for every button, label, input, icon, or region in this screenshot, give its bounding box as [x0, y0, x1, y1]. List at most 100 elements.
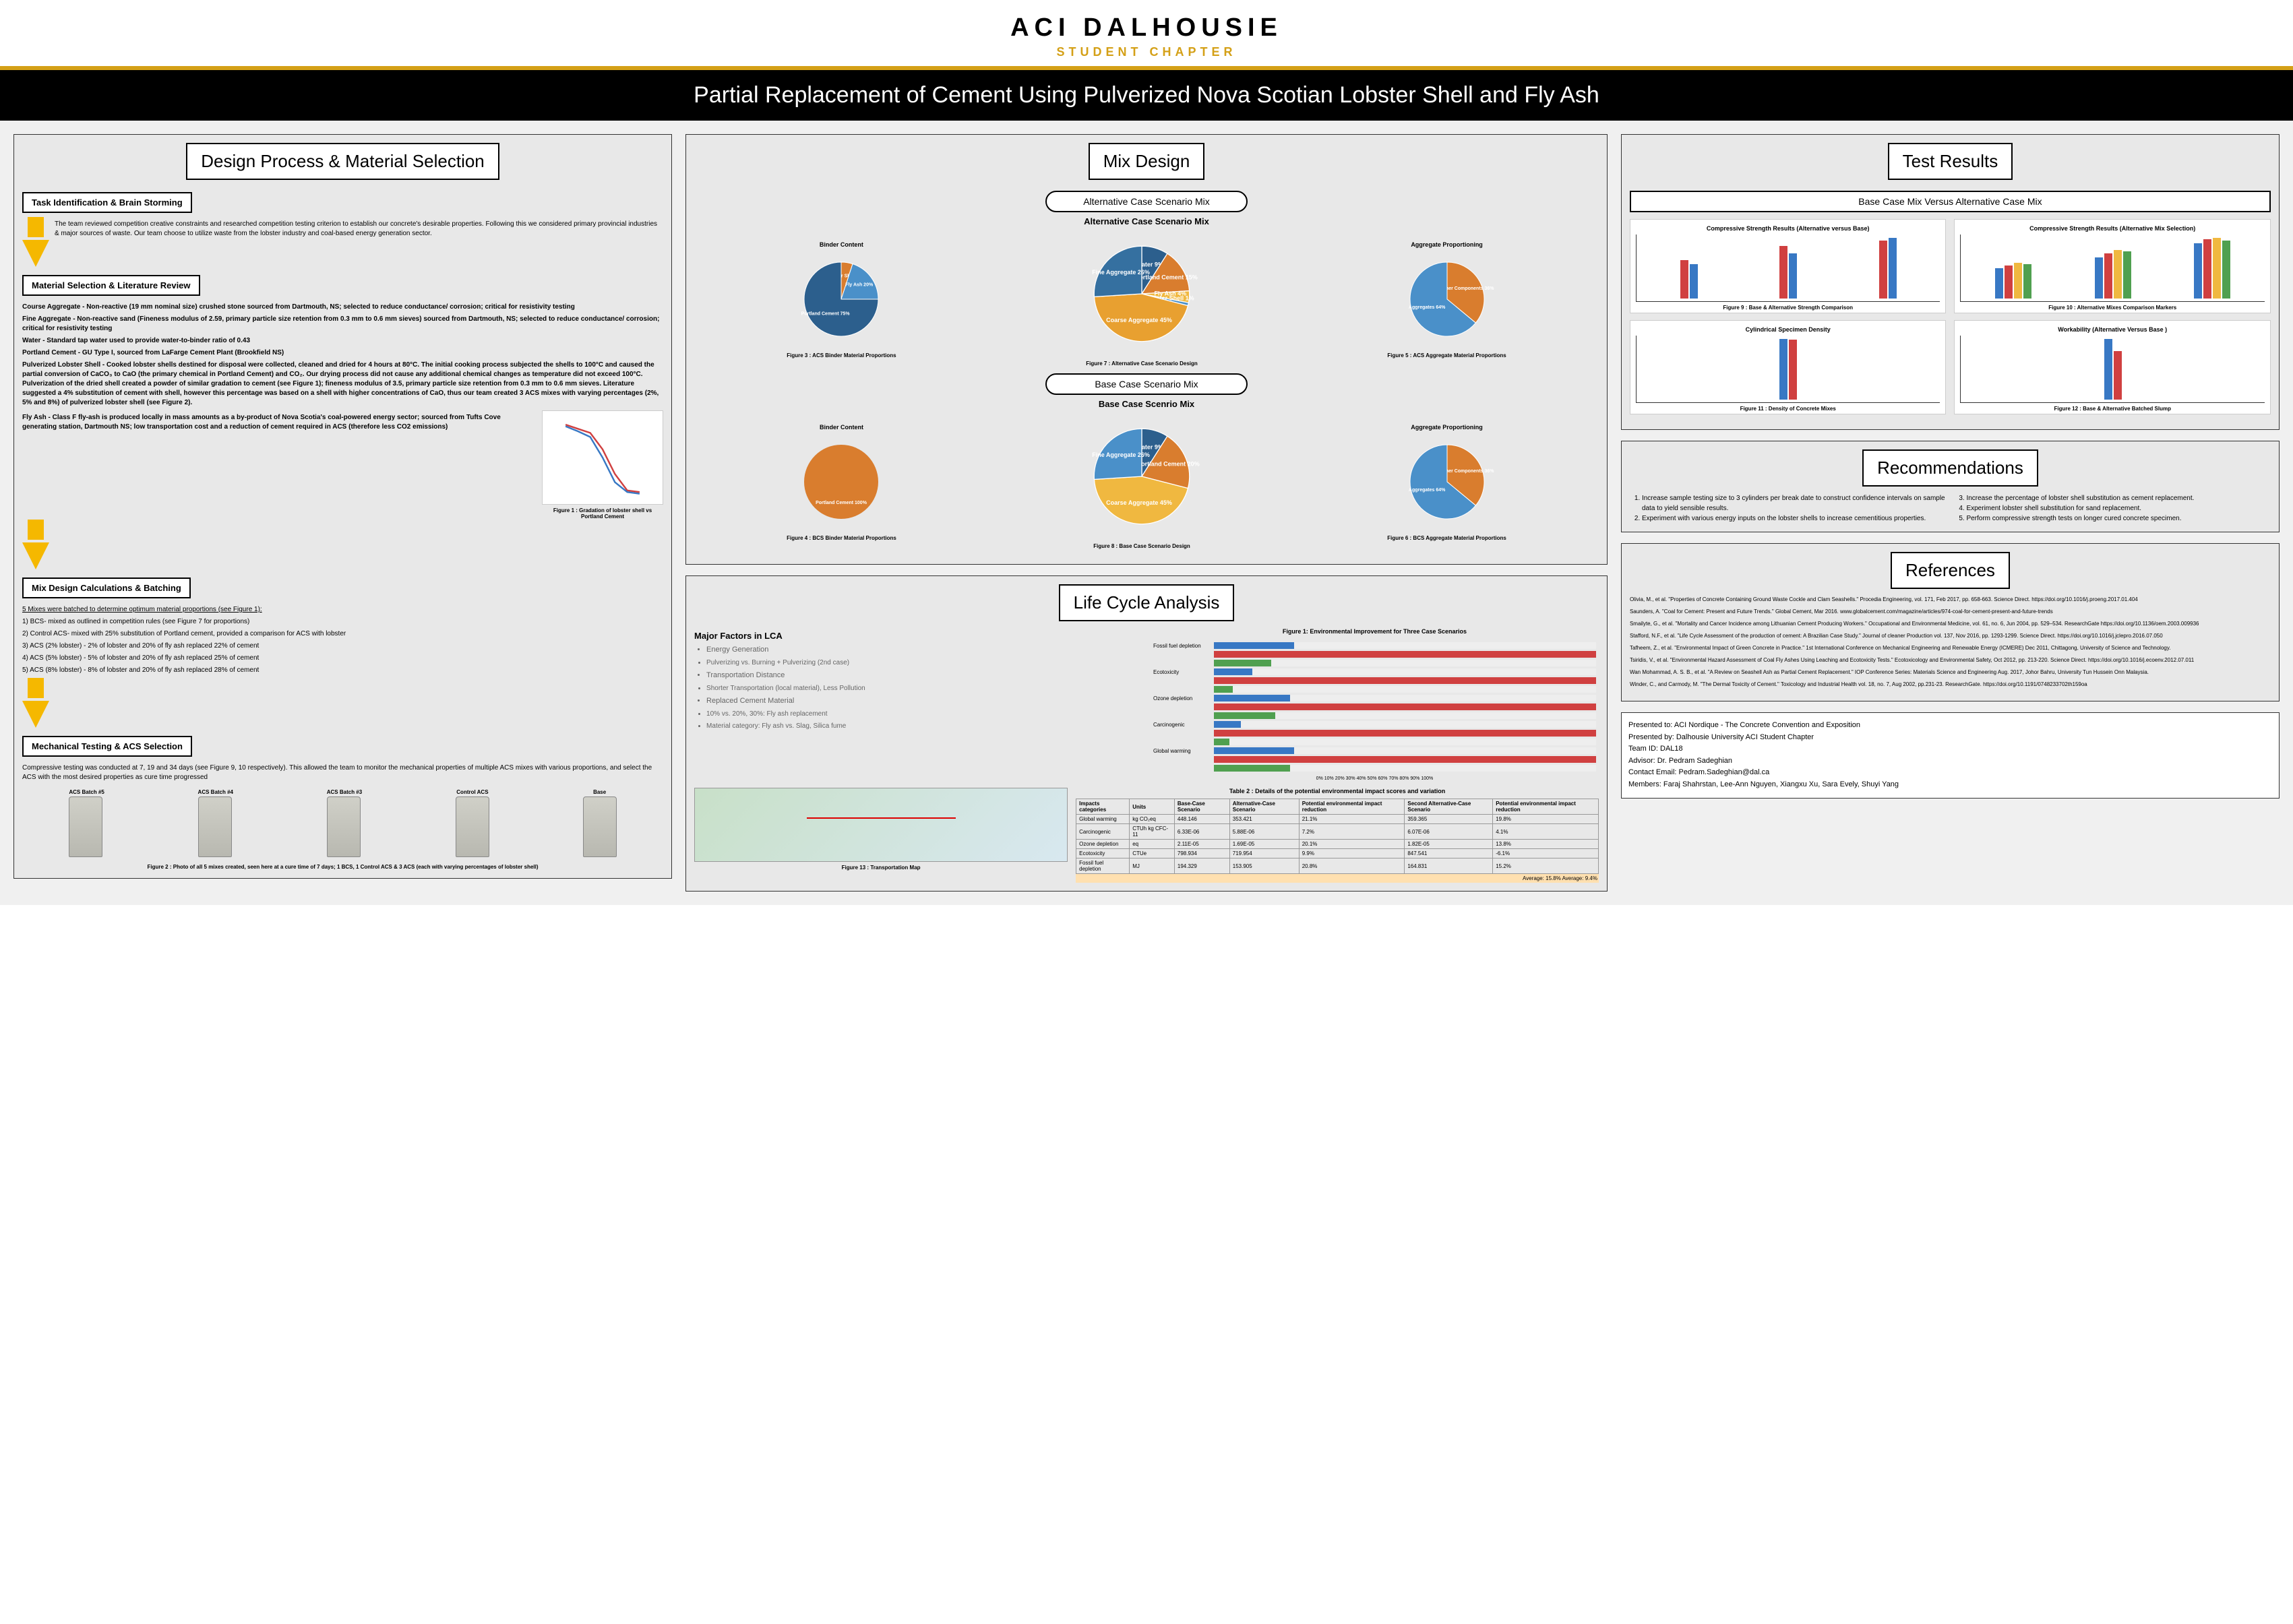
- lobster-text: Pulverized Lobster Shell - Cooked lobste…: [22, 361, 663, 408]
- svg-text:Portland Cement 100%: Portland Cement 100%: [816, 501, 868, 505]
- fig7: Figure 7 : Alternative Case Scenario Des…: [1081, 361, 1202, 367]
- mixdesign-title: Mix Design: [1089, 143, 1205, 180]
- references-panel: References Olivia, M., et al. "Propertie…: [1621, 543, 2280, 701]
- arrow-icon: [22, 678, 663, 728]
- agg-label2: Aggregate Proportioning: [1387, 424, 1506, 431]
- team-id: Team ID: DAL18: [1628, 743, 2272, 755]
- multi-chart: Compressive Strength Results (Alternativ…: [1954, 219, 2271, 313]
- bcs-binder-pie: Portland Cement 100%: [794, 435, 888, 529]
- svg-text:Fly Ash 20%: Fly Ash 20%: [846, 283, 874, 288]
- arrow-icon: [22, 217, 49, 270]
- contact-email: Contact Email: Pedram.Sadeghian@dal.ca: [1628, 767, 2272, 779]
- cylinder-icon: [456, 797, 489, 857]
- water-text: Water - Standard tap water used to provi…: [22, 336, 663, 346]
- svg-text:Other Components 36%: Other Components 36%: [1440, 469, 1494, 474]
- svg-text:Portland Cement 20%: Portland Cement 20%: [1137, 460, 1200, 467]
- slump-chart: Workability (Alternative Versus Base ) F…: [1954, 320, 2271, 414]
- material-header: Material Selection & Literature Review: [22, 275, 200, 296]
- flyash-text: Fly Ash - Class F fly-ash is produced lo…: [22, 413, 537, 432]
- fig5: Figure 5 : ACS Aggregate Material Propor…: [1387, 352, 1506, 358]
- svg-text:Portland Cement 75%: Portland Cement 75%: [801, 311, 851, 316]
- footer-box: Presented to: ACI Nordique - The Concret…: [1621, 712, 2280, 799]
- acs-pie-row: Binder Content Lobster Shell 5%Fly Ash 2…: [694, 233, 1599, 367]
- presented-to: Presented to: ACI Nordique - The Concret…: [1628, 720, 2272, 732]
- bcs-subtitle: Base Case Scenario Mix: [1045, 373, 1248, 395]
- lca-factors: Major Factors in LCA Energy Generation P…: [694, 628, 1142, 781]
- mech-text: Compressive testing was conducted at 7, …: [22, 763, 663, 782]
- ref-list: Olivia, M., et al. "Properties of Concre…: [1630, 596, 2271, 689]
- agg-label: Aggregate Proportioning: [1387, 241, 1506, 248]
- left-column: Design Process & Material Selection Task…: [13, 134, 672, 892]
- lca-panel: Life Cycle Analysis Major Factors in LCA…: [685, 575, 1608, 892]
- lca-hbar-chart: Figure 1: Environmental Improvement for …: [1151, 628, 1599, 781]
- presented-by: Presented by: Dalhousie University ACI S…: [1628, 732, 2272, 744]
- results-title: Test Results: [1888, 143, 2013, 180]
- org-subtitle: STUDENT CHAPTER: [0, 45, 2293, 59]
- design-title: Design Process & Material Selection: [186, 143, 499, 180]
- rec-title: Recommendations: [1862, 449, 2038, 487]
- mixdesign-panel: Mix Design Alternative Case Scenario Mix…: [685, 134, 1608, 565]
- acs-agg-pie: Other Components 36% Aggregates 64%: [1400, 252, 1494, 346]
- fig2-label: Figure 2 : Photo of all 5 mixes created,…: [22, 864, 663, 870]
- svg-text:Aggregates 64%: Aggregates 64%: [1408, 488, 1445, 493]
- rec-list: Increase sample testing size to 3 cylind…: [1630, 493, 1947, 524]
- acs-binder-pie: Lobster Shell 5%Fly Ash 20%Portland Ceme…: [794, 252, 888, 346]
- arrow-icon: [22, 520, 663, 569]
- org-title: ACI DALHOUSIE: [0, 13, 2293, 42]
- lca-title: Life Cycle Analysis: [1059, 584, 1235, 621]
- header: ACI DALHOUSIE STUDENT CHAPTER: [0, 0, 2293, 66]
- fig6: Figure 6 : BCS Aggregate Material Propor…: [1387, 535, 1506, 541]
- mix-intro: 5 Mixes were batched to determine optimu…: [22, 605, 663, 615]
- svg-text:Coarse Aggregate 45%: Coarse Aggregate 45%: [1106, 499, 1172, 506]
- cylinder-photos: ACS Batch #5 ACS Batch #4 ACS Batch #3 C…: [22, 789, 663, 857]
- mixdesign-header: Mix Design Calculations & Batching: [22, 577, 191, 598]
- fig4: Figure 4 : BCS Binder Material Proportio…: [787, 535, 896, 541]
- svg-text:Other Components 36%: Other Components 36%: [1440, 286, 1494, 291]
- recommendations-panel: Recommendations Increase sample testing …: [1621, 441, 2280, 532]
- results-sub: Base Case Mix Versus Alternative Case Mi…: [1630, 191, 2271, 212]
- task-header: Task Identification & Brain Storming: [22, 192, 192, 213]
- task-text: The team reviewed competition creative c…: [55, 220, 663, 267]
- binder-label: Binder Content: [787, 241, 896, 248]
- fig13: Figure 13 : Transportation Map: [694, 865, 1068, 871]
- transportation-map: [694, 788, 1068, 862]
- strength-chart: Compressive Strength Results (Alternativ…: [1630, 219, 1947, 313]
- fig1-label: Figure 1 : Gradation of lobster shell vs…: [542, 507, 663, 520]
- course-agg: Course Aggregate - Non-reactive (19 mm n…: [22, 303, 663, 312]
- mix4: 4) ACS (5% lobster) - 5% of lobster and …: [22, 654, 663, 663]
- bcs-center-pie: Water 9%Portland Cement 20%Coarse Aggreg…: [1081, 416, 1202, 537]
- advisor: Advisor: Dr. Pedram Sadeghian: [1628, 755, 2272, 768]
- mech-header: Mechanical Testing & ACS Selection: [22, 736, 192, 757]
- members: Members: Faraj Shahrstan, Lee-Ann Nguyen…: [1628, 779, 2272, 791]
- poster-title: Partial Replacement of Cement Using Pulv…: [0, 70, 2293, 121]
- acs-subtitle: Alternative Case Scenario Mix: [1045, 191, 1248, 212]
- results-panel: Test Results Base Case Mix Versus Altern…: [1621, 134, 2280, 430]
- ref-title: References: [1891, 552, 2010, 589]
- mix3: 3) ACS (2% lobster) - 2% of lobster and …: [22, 642, 663, 651]
- svg-text:Fine Aggregate 26%: Fine Aggregate 26%: [1092, 269, 1150, 276]
- fig3: Figure 3 : ACS Binder Material Proportio…: [787, 352, 896, 358]
- acs-header: Alternative Case Scenario Mix: [694, 216, 1599, 226]
- svg-text:Aggregates 64%: Aggregates 64%: [1408, 305, 1445, 310]
- acs-center-pie: Water 9%Portland Cement 15%Fly Ash 4%Lob…: [1081, 233, 1202, 354]
- cylinder-icon: [583, 797, 617, 857]
- right-column: Test Results Base Case Mix Versus Altern…: [1621, 134, 2280, 892]
- bcs-pie-row: Binder Content Portland Cement 100% Figu…: [694, 416, 1599, 549]
- gradation-chart: [542, 410, 663, 505]
- mix1: 1) BCS- mixed as outlined in competition…: [22, 617, 663, 627]
- svg-text:Coarse Aggregate 45%: Coarse Aggregate 45%: [1106, 317, 1172, 323]
- bcs-header: Base Case Scenrio Mix: [694, 399, 1599, 409]
- cylinder-icon: [327, 797, 361, 857]
- rec-list: Increase the percentage of lobster shell…: [1954, 493, 2271, 524]
- lca-table-wrap: Table 2 : Details of the potential envir…: [1076, 788, 1599, 883]
- design-panel: Design Process & Material Selection Task…: [13, 134, 672, 879]
- fine-agg: Fine Aggregate - Non-reactive sand (Fine…: [22, 315, 663, 334]
- mix2: 2) Control ACS- mixed with 25% substitut…: [22, 629, 663, 639]
- fig8: Figure 8 : Base Case Scenario Design: [1081, 543, 1202, 549]
- lca-table: Impacts categoriesUnitsBase-Case Scenari…: [1076, 799, 1599, 874]
- density-chart: Cylindrical Specimen Density Figure 11 :…: [1630, 320, 1947, 414]
- svg-text:Fine Aggregate 26%: Fine Aggregate 26%: [1092, 451, 1150, 458]
- poster-body: Design Process & Material Selection Task…: [0, 121, 2293, 905]
- cylinder-icon: [198, 797, 232, 857]
- cement-text: Portland Cement - GU Type I, sourced fro…: [22, 348, 663, 358]
